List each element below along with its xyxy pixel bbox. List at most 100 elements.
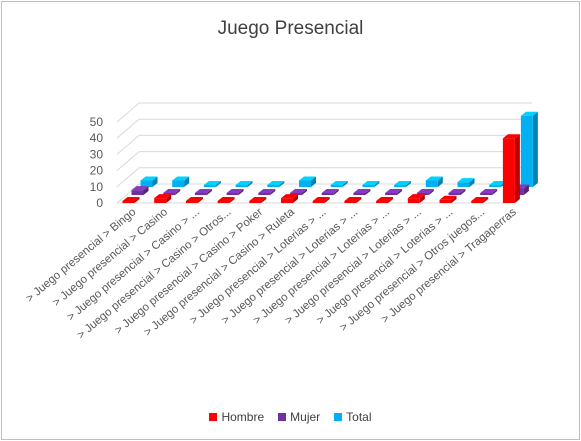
bar-side — [215, 181, 221, 187]
bar-mujer — [353, 193, 366, 195]
bar-hombre — [185, 201, 198, 203]
bar-top — [376, 197, 394, 201]
bar-mujer — [480, 193, 493, 195]
bar-side — [437, 176, 443, 187]
bar-top — [502, 134, 520, 139]
bar-mujer — [194, 193, 207, 195]
bar-top — [321, 189, 339, 193]
bar-side — [428, 189, 434, 195]
bar-top — [385, 189, 403, 193]
bar-side — [324, 197, 330, 203]
bar-top — [439, 195, 457, 200]
bar-top — [172, 176, 190, 181]
bar-top — [353, 189, 371, 193]
bar-top — [448, 189, 466, 193]
bar-top — [235, 181, 253, 185]
gridline-depth — [116, 135, 140, 155]
bar-top — [394, 181, 412, 185]
bar-mujer — [290, 193, 302, 195]
bar-top — [281, 194, 298, 199]
bar-side — [261, 197, 267, 203]
bar-top — [290, 189, 307, 193]
bar-top — [362, 181, 380, 185]
bar-side — [238, 189, 244, 195]
bar-top — [267, 181, 285, 185]
bar-hombre — [122, 201, 135, 203]
bar-side — [184, 176, 190, 187]
bar-top — [258, 189, 276, 193]
bar-total — [267, 185, 280, 187]
gridline-depth — [116, 151, 140, 171]
legend-swatch — [209, 413, 218, 421]
bar-hombre — [471, 201, 484, 203]
bar-top — [520, 111, 538, 116]
bar-mujer — [385, 193, 398, 195]
bar-side — [523, 184, 529, 195]
y-tick-label: 50 — [90, 115, 104, 129]
bar-hombre — [281, 198, 293, 203]
gridline-depth — [116, 118, 140, 139]
bar-top — [194, 189, 212, 193]
bar-top — [480, 189, 498, 193]
bar-side — [342, 181, 348, 187]
bar-side — [311, 176, 316, 187]
legend-item-total: Total — [334, 410, 372, 424]
bar-total — [203, 185, 216, 187]
bar-side — [483, 197, 489, 203]
bar-top — [131, 186, 149, 191]
bar-top — [163, 189, 181, 193]
bar-side — [469, 178, 475, 187]
y-tick-label: 0 — [96, 196, 103, 210]
bar-hombre — [439, 199, 452, 203]
bar-top — [185, 197, 203, 201]
bar-side — [229, 197, 235, 203]
bar-hombre — [249, 201, 262, 203]
bar-top — [407, 194, 425, 199]
bar-total — [425, 180, 438, 187]
bar-side — [460, 189, 466, 195]
bar-total — [520, 115, 533, 187]
bar-top — [249, 197, 267, 201]
bar-hombre — [312, 201, 325, 203]
bar-mujer — [163, 193, 176, 195]
legend-swatch — [334, 413, 343, 421]
bar-side — [406, 181, 412, 187]
bar-side — [152, 176, 158, 187]
bar-side — [397, 189, 403, 195]
bar-side — [419, 194, 425, 203]
bar-top — [425, 176, 443, 181]
bar-side — [247, 181, 253, 187]
bar-top — [122, 197, 140, 201]
legend-item-mujer: Mujer — [278, 410, 320, 424]
bar-mujer — [131, 190, 144, 195]
bar-mujer — [258, 193, 271, 195]
bar-hombre — [376, 201, 389, 203]
bar-side — [134, 197, 140, 203]
y-tick-label: 10 — [90, 180, 104, 194]
bar-side — [492, 189, 498, 195]
bar-mujer — [448, 193, 461, 195]
bar-hombre — [502, 138, 515, 203]
bar-total — [140, 180, 153, 187]
bar-hombre — [154, 198, 167, 203]
bar-side — [143, 186, 149, 195]
bar-side — [514, 134, 520, 203]
bar-hombre — [407, 198, 420, 203]
bar-mujer — [321, 193, 334, 195]
bar-side — [175, 189, 181, 195]
bar-side — [293, 194, 298, 203]
bar-total — [330, 185, 343, 187]
bar-side — [365, 189, 371, 195]
bar-side — [270, 189, 276, 195]
legend-item-hombre: Hombre — [209, 410, 264, 424]
bar-side — [388, 197, 394, 203]
bar-total — [457, 182, 470, 187]
bar-top — [140, 176, 158, 181]
bar-side — [302, 189, 307, 195]
bar-mujer — [416, 193, 429, 195]
bar-side — [166, 194, 172, 203]
bar-top — [344, 197, 362, 201]
bar-side — [451, 195, 457, 203]
bar-side — [356, 197, 362, 203]
